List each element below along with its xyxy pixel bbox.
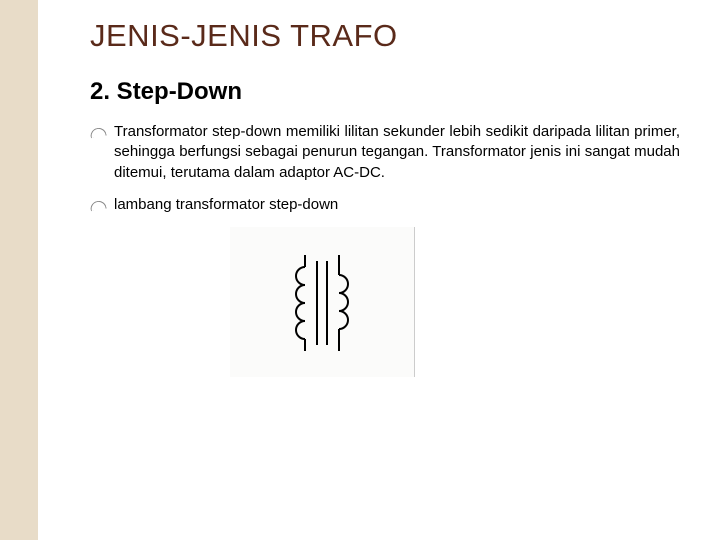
list-item: Transformator step-down memiliki lilitan… [90, 122, 680, 183]
list-item: lambang transformator step-down [90, 195, 680, 215]
symbol-container [230, 227, 680, 377]
list-item-text: Transformator step-down memiliki lilitan… [114, 123, 680, 181]
page-subtitle: 2. Step-Down [90, 78, 680, 106]
transformer-symbol-box [230, 227, 415, 377]
slide-content: JENIS-JENIS TRAFO 2. Step-Down Transform… [90, 0, 680, 377]
page-title: JENIS-JENIS TRAFO [90, 18, 680, 54]
left-decorative-band [0, 0, 38, 540]
transformer-step-down-icon [247, 247, 397, 357]
list-item-text: lambang transformator step-down [114, 196, 338, 213]
bullet-list: Transformator step-down memiliki lilitan… [90, 122, 680, 215]
